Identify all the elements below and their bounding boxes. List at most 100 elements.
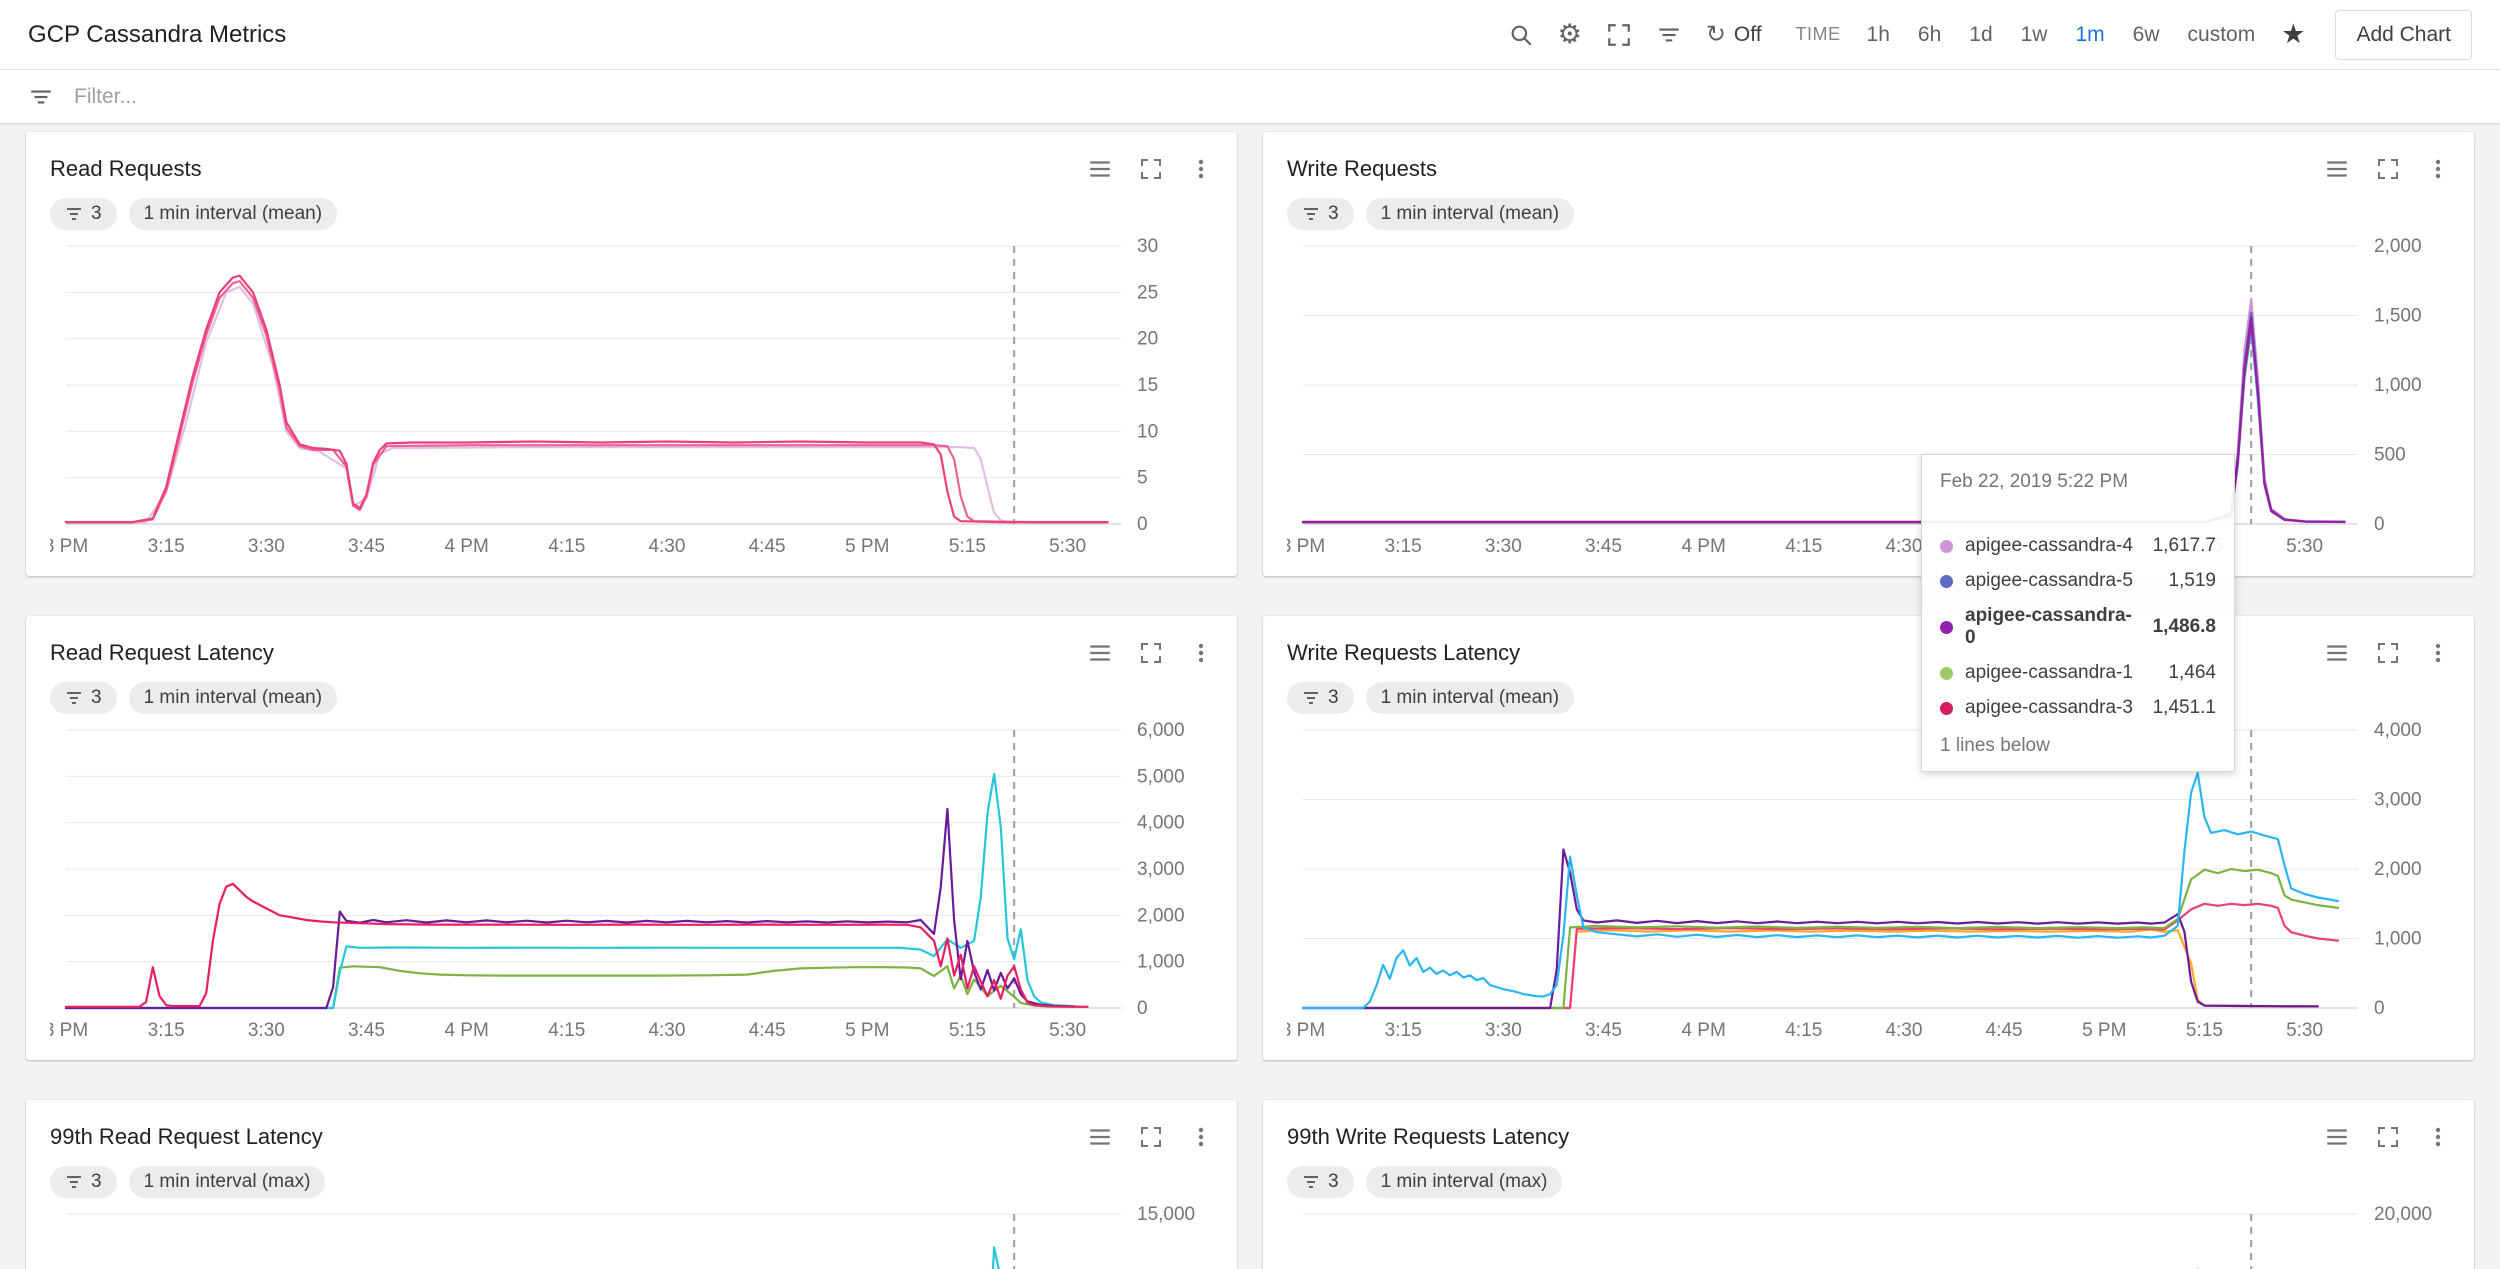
svg-text:5:30: 5:30 [1049,1020,1086,1041]
read-requests-chart-canvas[interactable]: 0 5 10 15 20 25 30 3 PM 3:15 3:30 3:45 4 PM 4:15 4:30… [50,236,1213,562]
more-options-icon[interactable] [1189,641,1213,665]
tooltip-row: apigee-cassandra-0 1,486.8 [1940,605,2216,649]
svg-text:4:15: 4:15 [548,1020,585,1041]
svg-text:5:15: 5:15 [949,536,986,557]
svg-text:0: 0 [2374,514,2385,535]
svg-text:4 PM: 4 PM [444,536,488,557]
auto-refresh-control[interactable]: ↻ Off [1706,22,1762,47]
svg-text:1,000: 1,000 [1137,952,1185,973]
svg-text:5:30: 5:30 [2286,536,2323,557]
svg-text:4:45: 4:45 [1986,1020,2023,1041]
filter-count-chip[interactable]: 3 [1287,1166,1354,1198]
more-options-icon[interactable] [2426,157,2450,181]
chart-card-read-request-latency: Read Request Latency 3 1 min interval (m… [26,616,1237,1060]
svg-text:0: 0 [1137,514,1148,535]
refresh-state-label: Off [1733,22,1762,46]
time-range-6w[interactable]: 6w [2132,22,2160,46]
svg-text:4:45: 4:45 [749,1020,786,1041]
svg-text:3:15: 3:15 [148,1020,185,1041]
add-chart-button[interactable]: Add Chart [2335,9,2472,60]
fullscreen-icon[interactable] [1606,22,1632,48]
svg-text:3:30: 3:30 [1485,536,1522,557]
svg-text:5:15: 5:15 [2186,1020,2223,1041]
dashboard-filter-input[interactable] [74,84,774,109]
interval-chip[interactable]: 1 min interval (max) [1365,1166,1563,1198]
svg-text:3,000: 3,000 [2374,790,2422,811]
svg-text:0: 0 [2374,998,2385,1019]
chart-card-99th-write-requests-latency: 99th Write Requests Latency 3 1 min inte… [1263,1100,2474,1269]
write-requests-chart-canvas[interactable]: 0 500 1,000 1,500 2,000 3 PM 3:15 3:30 3:45 4 PM 4… [1287,236,2450,562]
legend-icon[interactable] [1087,156,1113,182]
interval-chip[interactable]: 1 min interval (mean) [128,682,338,714]
favorite-star-icon[interactable]: ★ [2281,19,2306,49]
chart-card-write-requests-latency: Write Requests Latency 3 1 min interval … [1263,616,2474,1060]
svg-text:20,000: 20,000 [2374,1204,2432,1225]
tooltip-timestamp: Feb 22, 2019 5:22 PM [1940,471,2129,492]
interval-chip[interactable]: 1 min interval (mean) [128,198,338,230]
svg-text:3:15: 3:15 [148,536,185,557]
read-request-latency-chart-canvas[interactable]: 0 1,000 2,000 3,000 4,000 5,000 6,000 3 PM 3:15 3… [50,720,1213,1046]
svg-text:15,000: 15,000 [1137,1204,1195,1225]
more-options-icon[interactable] [1189,1125,1213,1149]
filter-count-chip[interactable]: 3 [1287,198,1354,230]
filter-count-chip[interactable]: 3 [50,682,117,714]
legend-icon[interactable] [2324,156,2350,182]
chart-hover-tooltip: Feb 22, 2019 5:22 PM apigee-cassandra-4 … [1921,454,2235,772]
interval-chip[interactable]: 1 min interval (mean) [1365,682,1575,714]
series-color-dot [1940,620,1953,634]
chart-title: Write Requests Latency [1287,640,1521,665]
svg-text:3:15: 3:15 [1385,1020,1422,1041]
expand-chart-icon[interactable] [1139,157,1163,181]
interval-chip[interactable]: 1 min interval (max) [128,1166,326,1198]
filter-count-chip[interactable]: 3 [1287,682,1354,714]
svg-text:3 PM: 3 PM [1287,1020,1325,1041]
filter-chip-icon [67,1176,81,1188]
series-color-dot [1940,701,1953,715]
expand-chart-icon[interactable] [2376,641,2400,665]
top-bar: GCP Cassandra Metrics ⚙ ↻ Off TIME 1h 6h… [0,0,2500,70]
more-options-icon[interactable] [1189,157,1213,181]
tooltip-row: apigee-cassandra-3 1,451.1 [1940,697,2216,719]
expand-chart-icon[interactable] [2376,157,2400,181]
svg-text:4:45: 4:45 [749,536,786,557]
expand-chart-icon[interactable] [1139,1125,1163,1149]
svg-text:1,000: 1,000 [2374,929,2422,950]
tooltip-row: apigee-cassandra-4 1,617.7 [1940,535,2216,557]
time-range-1h[interactable]: 1h [1866,22,1890,46]
filter-count-chip[interactable]: 3 [50,1166,117,1198]
time-range-6h[interactable]: 6h [1917,22,1942,46]
filter-options-icon[interactable] [1656,22,1682,48]
interval-chip[interactable]: 1 min interval (mean) [1365,198,1575,230]
time-range-custom[interactable]: custom [2187,22,2256,46]
svg-text:4,000: 4,000 [2374,720,2422,741]
svg-text:3:45: 3:45 [348,536,385,557]
svg-text:3:45: 3:45 [348,1020,385,1041]
expand-chart-icon[interactable] [1139,641,1163,665]
svg-text:1,000: 1,000 [2374,375,2422,396]
write-requests-latency-chart-canvas[interactable]: 0 1,000 2,000 3,000 4,000 3 PM 3:15 3:30 3:45 4 P… [1287,720,2450,1046]
legend-icon[interactable] [2324,1124,2350,1150]
time-range-1d[interactable]: 1d [1969,22,1993,46]
time-range-1m[interactable]: 1m [2075,22,2105,46]
more-options-icon[interactable] [2426,641,2450,665]
svg-text:0: 0 [1137,998,1148,1019]
time-range-1w[interactable]: 1w [2020,22,2048,46]
settings-gear-icon[interactable]: ⚙ [1557,19,1582,49]
more-options-icon[interactable] [2426,1125,2450,1149]
search-icon[interactable] [1508,22,1534,48]
legend-icon[interactable] [2324,640,2350,666]
svg-text:1,500: 1,500 [2374,306,2422,327]
filter-chip-icon [1304,1176,1318,1188]
svg-text:3 PM: 3 PM [50,536,88,557]
expand-chart-icon[interactable] [2376,1125,2400,1149]
svg-text:4 PM: 4 PM [1681,1020,1725,1041]
series-color-dot [1940,574,1953,588]
legend-icon[interactable] [1087,640,1113,666]
svg-text:4 PM: 4 PM [444,1020,488,1041]
filter-count-chip[interactable]: 3 [50,198,117,230]
legend-icon[interactable] [1087,1124,1113,1150]
series-color-dot [1940,666,1953,680]
